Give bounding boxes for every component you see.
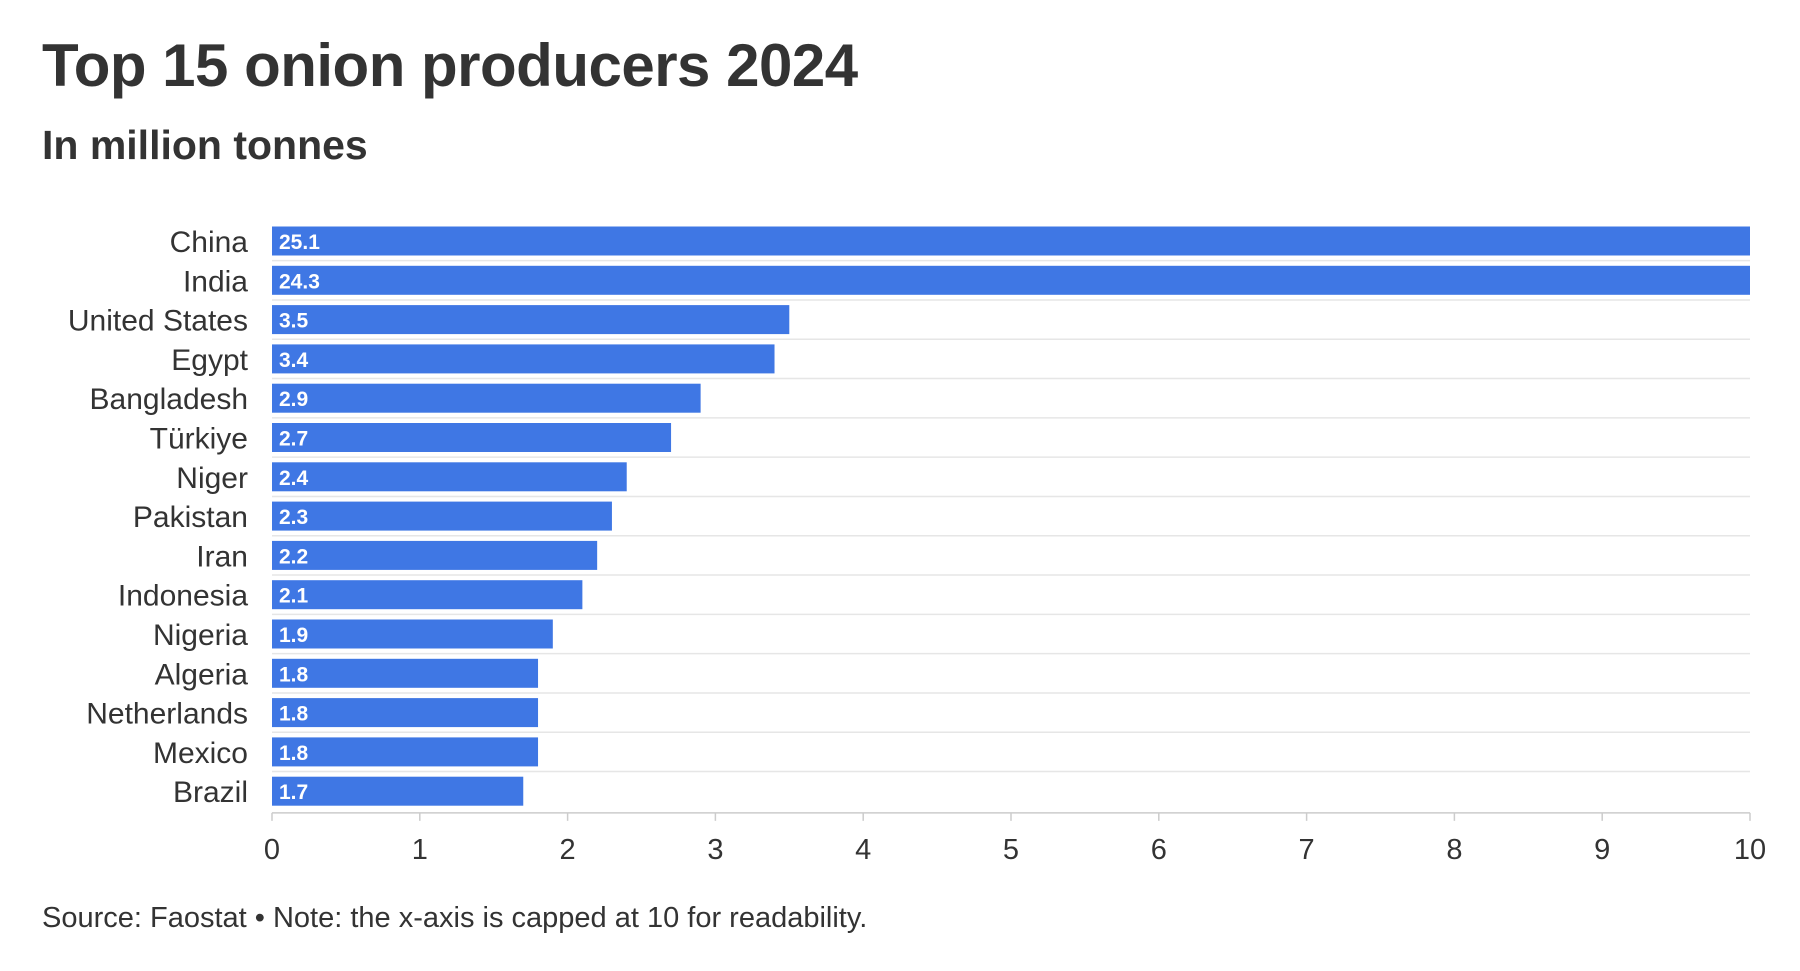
category-labels: China India United States Egypt Bangladesh Tü… [68, 226, 249, 809]
x-tick-label: 8 [1446, 834, 1462, 866]
category-label: Nigeria [153, 619, 248, 652]
bar-brazil [272, 776, 524, 806]
bar-egypt [272, 344, 775, 374]
value-label: 3.4 [279, 349, 309, 372]
value-label: 3.5 [279, 310, 309, 333]
value-label: 25.1 [279, 231, 320, 254]
x-tick-label: 4 [855, 834, 871, 866]
chart-subtitle: In million tonnes [42, 122, 368, 168]
value-label: 2.2 [279, 545, 308, 568]
value-label: 1.8 [279, 742, 309, 765]
source-note: Source: Faostat • Note: the x-axis is ca… [42, 902, 868, 934]
bar-netherlands [272, 698, 539, 728]
value-label: 2.9 [279, 388, 308, 411]
bars: 25.1 24.3 3.5 3.4 2.9 2.7 2.4 2.3 2.2 2.1 1.9 1.8 1.… [272, 226, 1750, 806]
category-label: Netherlands [86, 698, 248, 731]
bar-mexico [272, 737, 539, 767]
value-label: 1.9 [279, 624, 308, 647]
gridlines [272, 259, 1750, 773]
bar-united-states [272, 305, 790, 335]
x-tick-label: 3 [707, 834, 723, 866]
bar-nigeria [272, 619, 553, 649]
value-label: 1.8 [279, 703, 309, 726]
category-label: Mexico [153, 737, 248, 770]
x-tick-label: 7 [1299, 834, 1315, 866]
bar-china [272, 226, 1750, 256]
value-label: 2.7 [279, 428, 308, 451]
category-label: Iran [196, 540, 248, 573]
category-label: Brazil [173, 776, 248, 809]
category-label: Algeria [155, 658, 249, 691]
category-label: Türkiye [150, 423, 248, 456]
x-tick-label: 10 [1734, 834, 1766, 866]
bar-chart: 25.1 24.3 3.5 3.4 2.9 2.7 2.4 2.3 2.2 2.1 1.9 1.8 1.… [68, 226, 1766, 866]
bar-india [272, 265, 1750, 295]
category-label: Egypt [171, 344, 248, 377]
chart-title: Top 15 onion producers 2024 [42, 32, 858, 99]
category-label: India [183, 265, 248, 298]
x-tick-label: 1 [412, 834, 428, 866]
category-label: Indonesia [118, 580, 248, 613]
value-label: 2.3 [279, 506, 308, 529]
bar-iran [272, 540, 598, 570]
x-tick-label: 2 [560, 834, 576, 866]
x-tick-label: 6 [1151, 834, 1167, 866]
category-label: United States [68, 305, 248, 338]
category-label: Bangladesh [90, 383, 248, 416]
x-tick-label: 0 [264, 834, 280, 866]
category-label: Pakistan [133, 501, 248, 534]
value-label: 2.1 [279, 585, 309, 608]
bar-pakistan [272, 501, 612, 531]
x-tick-label: 5 [1003, 834, 1019, 866]
bar-algeria [272, 658, 539, 688]
category-label: Niger [176, 462, 248, 495]
bar-bangladesh [272, 383, 701, 413]
bar-indonesia [272, 580, 583, 610]
value-label: 24.3 [279, 270, 320, 293]
bar-niger [272, 462, 627, 492]
value-label: 1.7 [279, 781, 308, 804]
bar-t-rkiye [272, 423, 672, 452]
category-label: China [170, 226, 249, 259]
x-axis: 0 1 2 3 4 5 6 7 8 9 10 [264, 812, 1766, 866]
value-label: 1.8 [279, 663, 309, 686]
x-tick-label: 9 [1594, 834, 1610, 866]
value-label: 2.4 [279, 467, 309, 490]
